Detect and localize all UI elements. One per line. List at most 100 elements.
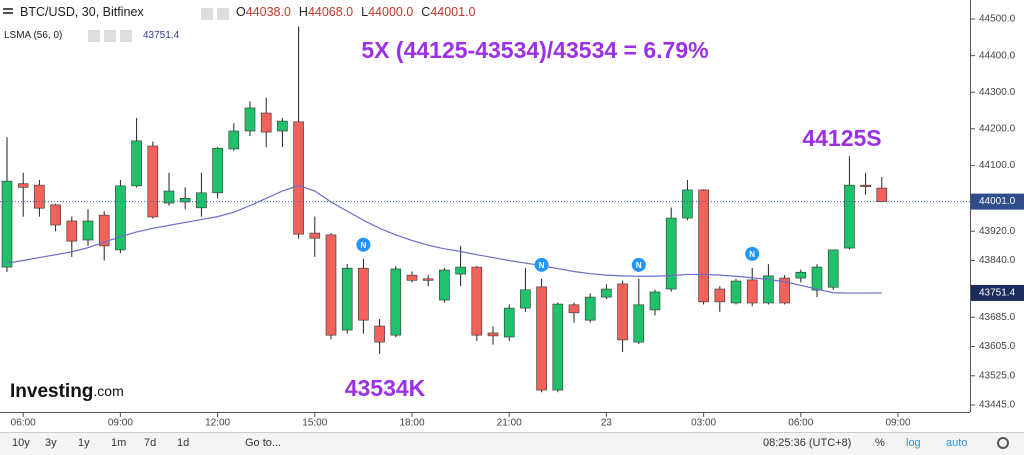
news-marker — [631, 257, 646, 272]
ohlc-value: 44068.0 — [308, 5, 353, 19]
news-marker-label: N — [539, 261, 545, 270]
candle-body — [698, 189, 709, 303]
candle-body — [196, 192, 207, 209]
toolbar — [0, 432, 1024, 455]
last-price-box — [971, 193, 1024, 210]
option-button[interactable]: log — [906, 437, 921, 449]
candle-body — [487, 332, 499, 337]
candle-body — [147, 145, 159, 218]
candle-body — [844, 184, 855, 249]
indicator-value: 43751.4 — [143, 30, 180, 41]
candle-body — [471, 266, 483, 336]
y-tick-label: 44200.0 — [979, 123, 1016, 134]
candle-body — [649, 291, 661, 311]
range-button[interactable]: 1y — [78, 437, 90, 449]
candle-body — [325, 234, 337, 336]
menu-icon — [3, 12, 13, 14]
header-ohlc: O44038.0 H44068.0 L44000.0 C44001.0 — [236, 5, 476, 19]
goto-button[interactable]: Go to... — [245, 437, 281, 449]
candle-body — [179, 198, 191, 203]
candle-body — [293, 121, 304, 235]
icon — [120, 30, 132, 42]
annotation: 44125S — [802, 125, 881, 151]
candle-body — [228, 130, 240, 150]
candle-body — [50, 204, 61, 226]
candle-body — [34, 184, 45, 209]
candle-body — [115, 185, 126, 251]
x-tick-label: 03:00 — [691, 418, 716, 429]
candle-body — [682, 189, 693, 219]
news-marker — [534, 257, 549, 272]
candle-body — [341, 267, 353, 331]
icon — [88, 30, 100, 42]
candle-body — [439, 269, 450, 301]
ohlc-value: 44038.0 — [246, 5, 291, 19]
y-tick-label: 44300.0 — [979, 87, 1016, 98]
menu-icon — [3, 8, 13, 10]
clock: 08:25:36 (UTC+8) — [763, 437, 851, 449]
icon — [104, 30, 116, 42]
y-tick-label: 43920.0 — [979, 226, 1016, 237]
x-tick-label: 23 — [601, 418, 613, 429]
option-button[interactable]: % — [875, 437, 885, 449]
logo: Investing.com — [10, 381, 124, 402]
news-marker-label: N — [749, 250, 755, 259]
candle-body — [584, 296, 596, 321]
candle-body — [260, 112, 272, 133]
candle-body — [406, 274, 418, 281]
icon — [217, 8, 229, 20]
candle-body — [244, 107, 256, 132]
candle-body — [827, 249, 839, 288]
x-tick-label: 06:00 — [788, 418, 813, 429]
candle-body — [617, 283, 628, 341]
range-button[interactable]: 1m — [111, 437, 126, 449]
y-tick-label: 43605.0 — [979, 341, 1016, 352]
x-tick-label: 15:00 — [302, 418, 327, 429]
logo-brand: Investing — [10, 381, 93, 402]
news-marker-label: N — [636, 261, 642, 270]
candle-body — [779, 277, 790, 304]
candle-body — [98, 214, 110, 247]
y-tick-label: 44100.0 — [979, 160, 1016, 171]
candle-body — [131, 140, 142, 187]
candle-body — [277, 120, 288, 132]
indicator-name: LSMA (56, 0) — [4, 30, 62, 41]
lsma-line — [6, 184, 882, 294]
x-tick-label: 06:00 — [11, 418, 36, 429]
candle-body — [309, 232, 321, 239]
y-tick-label: 43840.0 — [979, 255, 1016, 266]
candle-body — [163, 190, 175, 204]
candle-body — [536, 286, 547, 391]
candle-body — [860, 184, 871, 187]
candle-body — [763, 275, 774, 304]
option-button[interactable]: auto — [946, 437, 967, 449]
candle-body — [876, 187, 888, 202]
candle-body — [66, 220, 78, 242]
annotation: 43534K — [345, 375, 426, 401]
range-button[interactable]: 10y — [12, 437, 30, 449]
candle-body — [811, 266, 823, 291]
ohlc-value: 44000.0 — [368, 5, 413, 19]
range-button[interactable]: 1d — [177, 437, 189, 449]
candle-body — [1, 180, 13, 268]
candle-body — [17, 183, 29, 188]
x-tick-label: 21:00 — [497, 418, 522, 429]
candle-body — [374, 325, 385, 343]
settings-button[interactable] — [997, 437, 1009, 449]
news-marker — [745, 246, 760, 261]
ohlc-key: O — [236, 5, 246, 19]
y-tick-label: 43445.0 — [979, 400, 1016, 411]
range-button[interactable]: 7d — [144, 437, 156, 449]
candle-body — [746, 279, 758, 304]
y-tick-label: 43525.0 — [979, 370, 1016, 381]
icon — [201, 8, 213, 20]
news-marker-label: N — [361, 241, 367, 250]
annotation: 5X (44125-43534)/43534 = 6.79% — [361, 37, 708, 63]
y-tick-label: 44500.0 — [979, 14, 1016, 25]
range-button[interactable]: 3y — [45, 437, 57, 449]
symbol-title: BTC/USD, 30, Bitfinex — [20, 5, 144, 19]
candle-body — [455, 266, 466, 275]
ohlc-value: 44001.0 — [430, 5, 475, 19]
